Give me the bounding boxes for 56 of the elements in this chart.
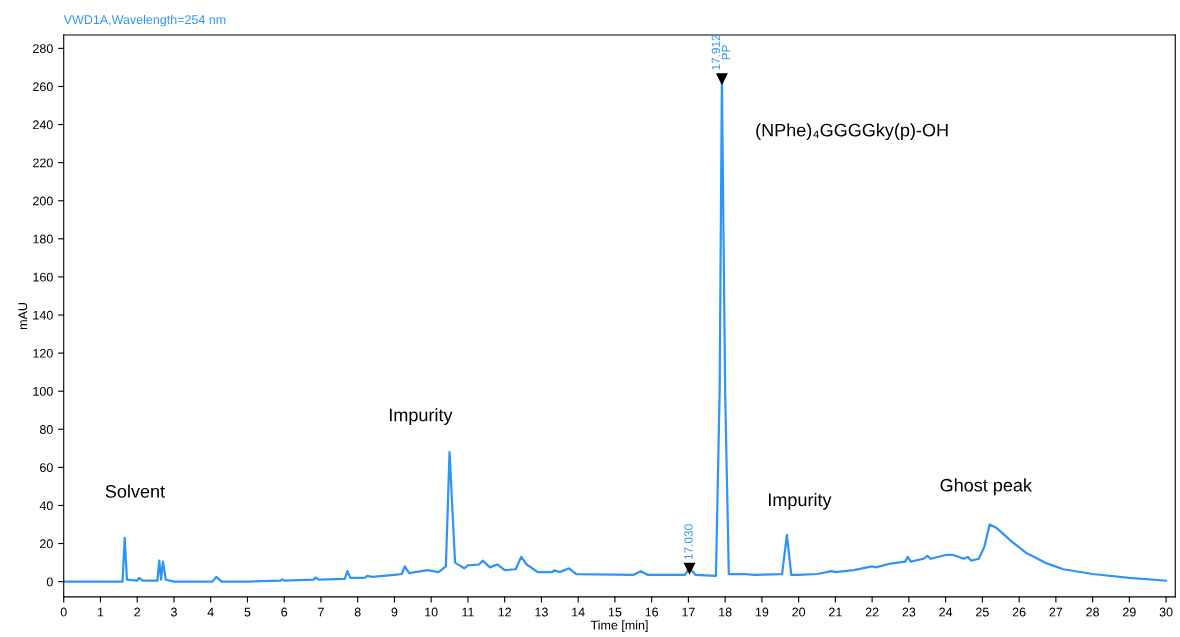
- y-tick-label: 80: [39, 425, 53, 434]
- x-tick-label: 10: [425, 607, 438, 617]
- y-tick-label: 240: [33, 120, 53, 130]
- y-tick-label: 100: [33, 386, 53, 396]
- x-tick-label: 27: [1049, 607, 1063, 617]
- y-tick-label: 140: [33, 310, 53, 320]
- annotation: 17.912 PP: [711, 34, 731, 70]
- y-tick-label: 260: [33, 82, 53, 92]
- x-tick-label: 22: [865, 607, 879, 617]
- x-tick-label: 23: [902, 607, 916, 617]
- annotation: 17.030: [684, 524, 693, 560]
- x-tick-label: 21: [829, 607, 842, 617]
- x-tick-label: 11: [462, 607, 474, 617]
- x-tick-label: 12: [498, 607, 511, 617]
- x-axis-title: Time [min]: [590, 620, 648, 632]
- x-tick-label: 30: [1159, 607, 1173, 617]
- y-tick-label: 0: [46, 577, 53, 587]
- y-axis-title: mAU: [18, 303, 28, 330]
- y-tick-label: 180: [33, 234, 53, 244]
- x-tick-label: 16: [645, 607, 659, 617]
- x-tick-label: 14: [572, 607, 585, 617]
- y-tick-label: 40: [39, 501, 53, 511]
- x-tick-label: 19: [755, 607, 769, 617]
- x-tick-label: 3: [170, 607, 177, 617]
- y-tick-label: 20: [40, 539, 53, 549]
- annotation: Ghost peak: [940, 478, 1032, 496]
- x-tick-label: 25: [976, 607, 989, 617]
- annotation: Solvent: [105, 484, 165, 498]
- x-tick-label: 0: [60, 607, 67, 617]
- x-tick-label: 28: [1086, 607, 1100, 617]
- x-tick-label: 15: [608, 607, 622, 617]
- x-tick-label: 7: [318, 607, 324, 617]
- y-tick-label: 60: [40, 463, 53, 473]
- x-tick-label: 2: [134, 607, 141, 617]
- annotation: (NPhe)₄GGGGky(p)-OH: [756, 123, 948, 141]
- x-tick-label: 20: [792, 607, 806, 617]
- annotation: Impurity: [769, 492, 832, 510]
- x-tick-label: 9: [391, 607, 398, 617]
- y-tick-label: 200: [33, 196, 53, 206]
- y-tick-label: 160: [33, 272, 53, 282]
- x-tick-label: 8: [354, 607, 361, 617]
- x-tick-label: 5: [244, 607, 251, 617]
- chart-title: VWD1A,Wavelength=254 nm: [63, 14, 226, 27]
- x-tick-label: 6: [281, 607, 288, 617]
- x-tick-label: 1: [97, 607, 104, 617]
- annotation: Impurity: [389, 408, 453, 425]
- y-tick-label: 220: [33, 158, 53, 168]
- x-tick-label: 24: [939, 607, 953, 617]
- x-tick-label: 13: [535, 607, 548, 617]
- y-tick-label: 120: [33, 348, 53, 358]
- x-tick-label: 26: [1012, 607, 1026, 617]
- x-tick-label: 18: [719, 607, 732, 617]
- y-tick-label: 280: [33, 44, 53, 54]
- x-tick-label: 29: [1123, 607, 1136, 617]
- x-tick-label: 4: [207, 607, 214, 617]
- x-tick-label: 17: [682, 607, 695, 617]
